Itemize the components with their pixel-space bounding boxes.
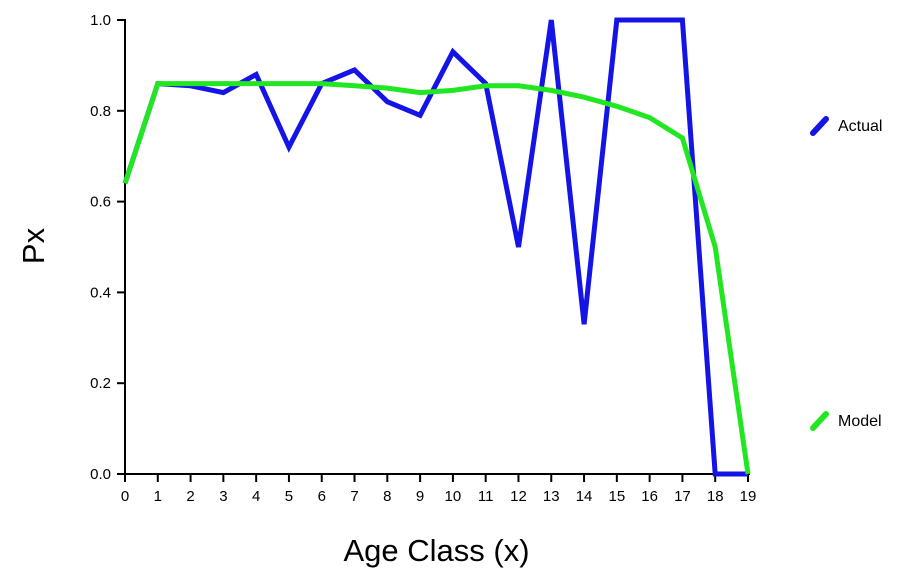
- x-tick-label: 7: [350, 488, 358, 505]
- x-ticks: 0 1 2 3 4 5 6 7 8 9 10 11 12 13 14 15 16 17 18 19: [121, 474, 757, 505]
- legend-swatch-actual: [810, 116, 829, 136]
- x-tick-label: 11: [478, 488, 494, 505]
- legend-label-actual: Actual: [838, 118, 882, 135]
- y-axis-title: Px: [16, 227, 51, 264]
- x-tick-label: 0: [121, 488, 129, 505]
- y-tick-label: 0.2: [90, 375, 111, 392]
- x-tick-label: 15: [608, 488, 625, 505]
- x-tick-label: 8: [383, 488, 391, 505]
- legend-swatch-model: [810, 411, 829, 431]
- series-line-model: [122, 81, 751, 475]
- x-tick-label: 18: [707, 488, 724, 505]
- series-line-actual: [122, 17, 748, 477]
- x-tick-label: 3: [219, 488, 227, 505]
- x-tick-label: 16: [641, 488, 658, 505]
- series-lines: [122, 17, 751, 477]
- x-tick-label: 9: [416, 488, 424, 505]
- y-tick-label: 0.0: [90, 466, 111, 483]
- x-tick-label: 14: [576, 488, 593, 505]
- x-axis-title: Age Class (x): [343, 533, 529, 568]
- legend-label-model: Model: [838, 413, 882, 430]
- x-tick-label: 2: [186, 488, 194, 505]
- y-ticks: 0.0 0.2 0.4 0.6 0.8 1.0: [90, 12, 125, 483]
- y-tick-label: 1.0: [90, 12, 111, 29]
- axes: [124, 19, 750, 475]
- x-tick-label: 6: [318, 488, 326, 505]
- x-tick-label: 4: [252, 488, 260, 505]
- x-tick-label: 13: [543, 488, 560, 505]
- x-tick-label: 12: [510, 488, 527, 505]
- y-tick-label: 0.6: [90, 194, 111, 211]
- x-tick-label: 5: [285, 488, 293, 505]
- x-tick-label: 19: [740, 488, 757, 505]
- x-tick-label: 10: [445, 488, 462, 505]
- legend: Actual Model: [810, 116, 882, 431]
- y-tick-label: 0.8: [90, 103, 111, 120]
- x-tick-label: 1: [154, 488, 162, 505]
- x-tick-label: 17: [674, 488, 691, 505]
- y-tick-label: 0.4: [90, 284, 111, 301]
